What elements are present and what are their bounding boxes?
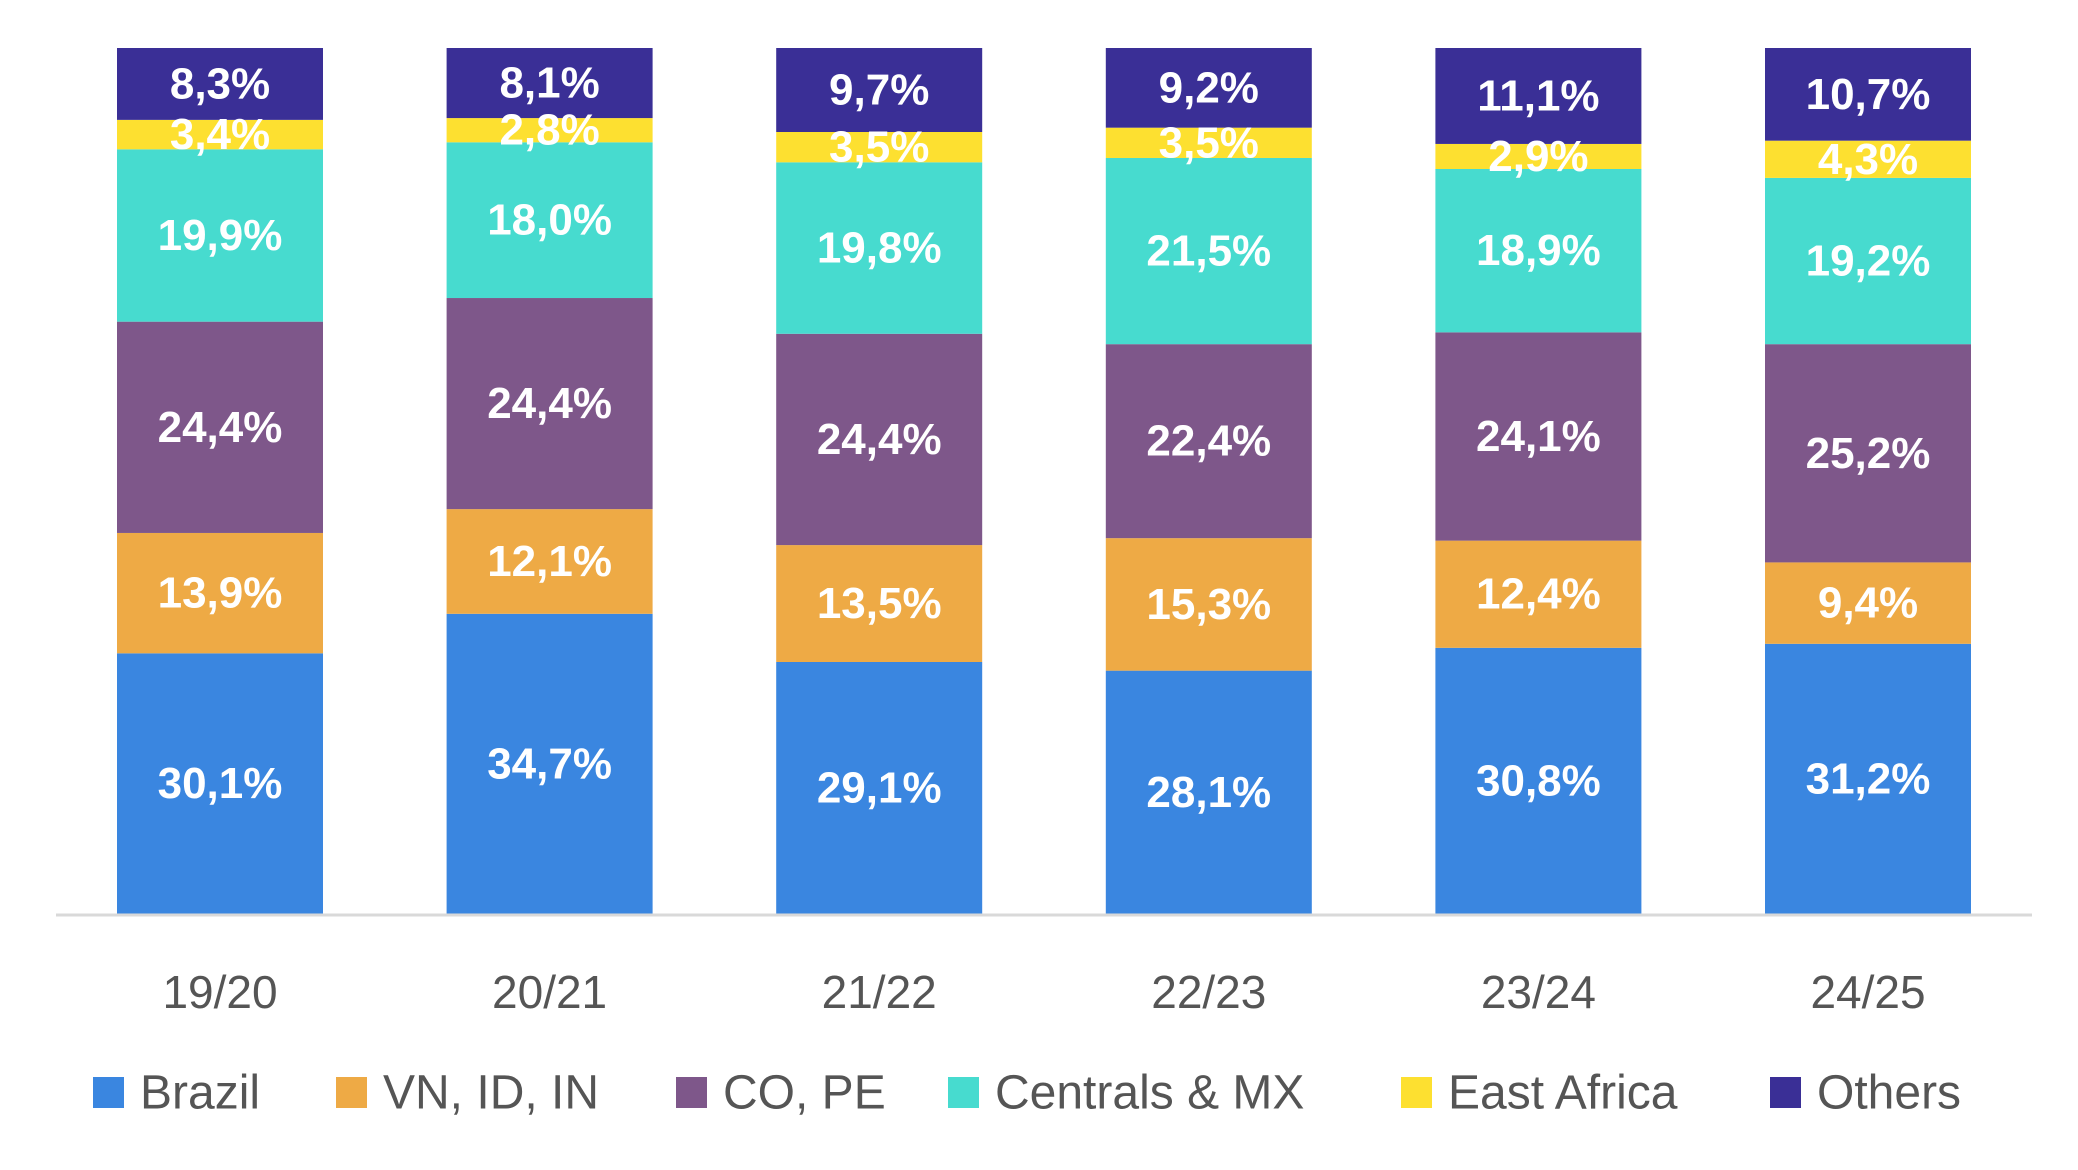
bar-segment (1435, 168, 1642, 333)
x-tick-label: 24/25 (1810, 966, 1925, 1018)
bar-segment (446, 48, 653, 119)
bar-segment (1765, 344, 1971, 563)
data-label: 19,9% (158, 211, 283, 260)
bar-segment (776, 661, 983, 914)
data-label: 34,7% (487, 739, 612, 788)
legend-label: Others (1817, 1067, 1961, 1120)
data-label: 13,9% (158, 569, 283, 618)
bar-segment (776, 162, 983, 334)
bar-segment (1105, 670, 1312, 914)
bar-segment (1435, 143, 1642, 169)
bar-segment (1105, 344, 1312, 539)
data-label: 15,3% (1146, 580, 1271, 629)
data-label: 30,8% (1476, 756, 1601, 805)
legend-swatch (1770, 1077, 1801, 1108)
legend-swatch (1401, 1077, 1432, 1108)
data-label: 29,1% (817, 763, 942, 812)
data-label: 19,2% (1806, 237, 1931, 286)
x-tick-label: 21/22 (822, 966, 937, 1018)
data-label: 18,0% (487, 196, 612, 245)
bar-segment (776, 48, 983, 133)
data-label: 22,4% (1146, 417, 1271, 466)
legend-label: Brazil (140, 1067, 260, 1120)
bar-segment (1765, 562, 1971, 644)
legend-swatch (948, 1077, 979, 1108)
bar-segment (446, 142, 653, 299)
bar-segment (1105, 48, 1312, 128)
data-label: 3,4% (170, 110, 270, 159)
bar-segment (117, 48, 323, 120)
data-label: 10,7% (1806, 70, 1931, 119)
bar-segment (117, 149, 323, 322)
legend-swatch (336, 1077, 367, 1108)
data-label: 8,3% (170, 59, 270, 108)
bar-segment (117, 653, 323, 914)
bar-segment (1765, 643, 1971, 914)
data-label: 25,2% (1806, 429, 1931, 478)
legend-swatch (93, 1077, 124, 1108)
bar-segment (1435, 332, 1642, 541)
bar-segment (1765, 140, 1971, 178)
bar-segment (1765, 177, 1971, 345)
bar-segment (117, 532, 323, 654)
data-label: 12,4% (1476, 570, 1601, 619)
data-label: 2,8% (499, 106, 599, 155)
x-tick-label: 23/24 (1481, 966, 1596, 1018)
x-tick-label: 19/20 (162, 966, 277, 1018)
data-label: 24,4% (158, 403, 283, 452)
data-label: 13,5% (817, 579, 942, 628)
bar-segment (1105, 157, 1312, 345)
legend-label: Centrals & MX (995, 1067, 1304, 1120)
x-tick-label: 22/23 (1151, 966, 1266, 1018)
bar-segment (1435, 48, 1642, 144)
bar-segment (1105, 538, 1312, 671)
bar-segment (446, 298, 653, 510)
data-label: 8,1% (499, 59, 599, 108)
data-label: 3,5% (829, 123, 929, 172)
data-label: 9,7% (829, 66, 929, 115)
data-label: 24,1% (1476, 412, 1601, 461)
data-label: 31,2% (1806, 754, 1931, 803)
bar-segment (1765, 48, 1971, 141)
bar-segment (446, 613, 653, 914)
data-label: 9,4% (1818, 579, 1918, 628)
legend-swatch (676, 1077, 707, 1108)
data-label: 4,3% (1818, 135, 1918, 184)
x-tick-label: 20/21 (492, 966, 607, 1018)
bar-segment (446, 118, 653, 143)
data-label: 18,9% (1476, 226, 1601, 275)
bar-segment (117, 119, 323, 150)
legend-label: VN, ID, IN (383, 1067, 599, 1120)
bar-segment (776, 333, 983, 546)
data-label: 28,1% (1146, 768, 1271, 817)
data-label: 24,4% (487, 379, 612, 428)
data-label: 19,8% (817, 224, 942, 273)
bar-segment (1435, 647, 1642, 914)
data-label: 3,5% (1159, 118, 1259, 167)
data-label: 9,2% (1159, 63, 1259, 112)
bar-segment (776, 545, 983, 662)
legend-label: CO, PE (723, 1067, 886, 1120)
data-label: 11,1% (1477, 71, 1599, 120)
data-label: 24,4% (817, 415, 942, 464)
bar-segment (446, 509, 653, 614)
data-label: 30,1% (158, 759, 283, 808)
data-label: 2,9% (1488, 132, 1588, 181)
legend-label: East Africa (1448, 1067, 1678, 1120)
data-label: 21,5% (1146, 227, 1271, 276)
bar-segment (1105, 127, 1312, 158)
bar-segment (1435, 540, 1642, 648)
data-label: 12,1% (487, 537, 612, 586)
bar-segment (776, 132, 983, 163)
bar-segment (117, 321, 323, 533)
